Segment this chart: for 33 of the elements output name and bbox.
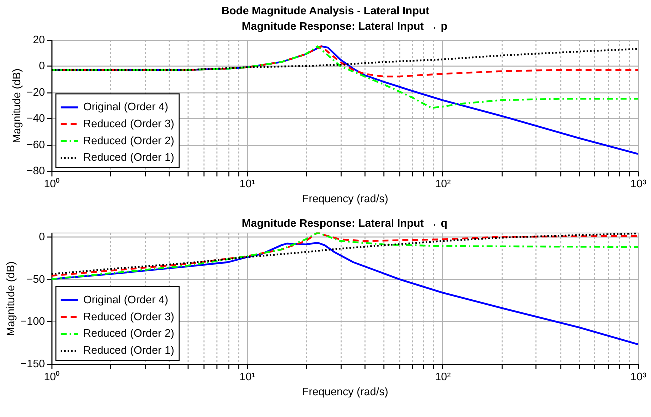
x-axis-title: Frequency (rad/s) [302,193,388,206]
y-tick-label: 0 [39,232,46,244]
y-tick-label: −20 [26,86,46,99]
chart-subtitle: Magnitude Response: Lateral Input → q [242,218,448,230]
y-tick-label: −60 [26,139,46,152]
legend-label: Reduced (Order 2) [83,135,175,148]
y-tick-label: −150 [20,358,46,370]
y-tick-label: −80 [26,166,46,178]
x-tick-label: 10² [435,371,452,384]
x-axis-title: Frequency (rad/s) [302,386,388,398]
y-tick-label: −40 [26,113,46,126]
x-tick-label: 10² [435,178,452,191]
y-tick-label: −50 [26,274,46,286]
x-tick-label: 10⁰ [44,178,60,191]
y-axis-title: Magnitude (dB) [6,262,18,336]
legend-label: Original (Order 4) [83,294,168,306]
chart-title: Bode Magnitude Analysis - Lateral Input [222,6,430,18]
legend-label: Original (Order 4) [83,102,168,114]
y-tick-label: −100 [20,316,46,328]
x-tick-label: 10¹ [240,371,256,384]
x-tick-label: 10⁰ [44,370,60,384]
legend-label: Reduced (Order 1) [83,345,175,358]
legend-label: Reduced (Order 3) [83,311,175,324]
x-tick-label: 10³ [630,371,647,384]
legend-label: Reduced (Order 1) [83,152,175,164]
legend-label: Reduced (Order 3) [83,118,175,130]
legend-label: Reduced (Order 2) [83,328,175,340]
y-tick-label: 20 [33,34,46,46]
chart-subtitle: Magnitude Response: Lateral Input → p [242,21,448,34]
y-axis-title: Magnitude (dB) [12,68,24,144]
x-tick-label: 10¹ [240,178,256,191]
x-tick-label: 10³ [630,178,647,191]
y-tick-label: 0 [39,60,46,73]
